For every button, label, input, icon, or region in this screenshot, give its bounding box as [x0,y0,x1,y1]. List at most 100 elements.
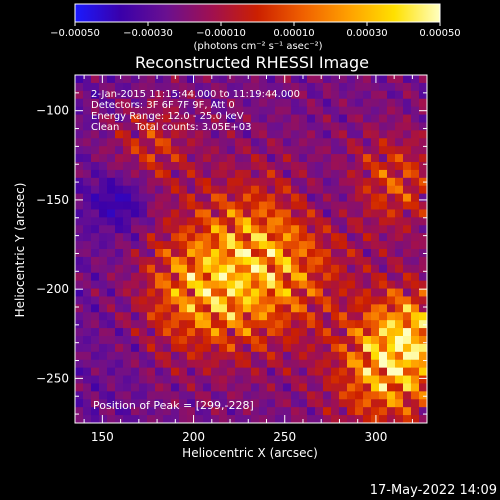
heatmap-cell [83,249,92,258]
heatmap-cell [323,407,332,416]
heatmap-cell [355,399,364,408]
heatmap-cell [299,320,308,329]
heatmap-cell [155,193,164,202]
heatmap-cell [243,75,252,84]
heatmap-cell [283,154,292,163]
heatmap-cell [155,367,164,376]
heatmap-cell [179,383,188,392]
heatmap-cell [203,154,212,163]
heatmap-cell [315,225,324,234]
heatmap-cell [379,367,388,376]
heatmap-cell [91,328,100,337]
heatmap-cell [307,351,316,361]
heatmap-cell [419,98,428,108]
heatmap-cell [251,367,260,376]
heatmap-cell [251,296,260,305]
heatmap-cell [83,328,92,337]
heatmap-cell [163,367,172,376]
heatmap-cell [219,367,228,376]
heatmap-cell [155,241,164,250]
heatmap-cell [147,185,156,195]
heatmap-cell [331,241,340,250]
heatmap-cell [395,122,404,131]
heatmap-cell [123,312,132,321]
heatmap-cell [355,185,364,195]
heatmap-cell [187,375,196,384]
heatmap-cell [347,304,356,313]
heatmap-cell [195,130,204,139]
heatmap-cell [187,288,196,297]
heatmap-cell [363,241,372,250]
heatmap-cell [171,185,180,195]
heatmap-cell [155,328,164,337]
heatmap-cell [179,201,188,210]
heatmap-cell [211,312,220,321]
heatmap-cell [419,256,428,266]
heatmap-cell [203,391,212,400]
heatmap-cell [171,98,180,108]
heatmap-cell [419,304,428,313]
heatmap-cell [171,328,180,337]
heatmap-cell [195,288,204,297]
heatmap-cell [147,264,156,274]
heatmap-cell [131,288,140,297]
heatmap-cell [259,391,268,400]
heatmap-cell [307,90,316,100]
heatmap-cell [403,154,412,163]
heatmap-cell [243,375,252,384]
heatmap-cell [419,162,428,171]
heatmap-cell [283,391,292,400]
heatmap-cell [371,122,380,131]
heatmap-cell [171,130,180,139]
heatmap-cell [187,114,196,123]
heatmap-cell [171,241,180,250]
heatmap-cell [347,280,356,289]
heatmap-cell [179,407,188,416]
heatmap-cell [259,193,268,202]
heatmap-cell [411,359,420,369]
heatmap-cell [179,391,188,400]
heatmap-cell [323,280,332,289]
heatmap-cell [115,90,124,100]
heatmap-cell [235,375,244,384]
heatmap-cell [243,154,252,163]
heatmap-cell [131,233,140,242]
heatmap-cell [347,98,356,108]
heatmap-cell [315,82,324,92]
heatmap-cell [243,249,252,258]
heatmap-cell [115,296,124,305]
heatmap-cell [379,336,388,345]
heatmap-cell [75,304,84,313]
heatmap-cell [315,272,324,282]
heatmap-cell [363,272,372,282]
heatmap-cell [107,114,116,123]
heatmap-cell [195,280,204,289]
heatmap-cell [99,415,108,424]
heatmap-cell [211,415,220,424]
heatmap-cell [83,106,92,115]
heatmap-cell [307,288,316,297]
heatmap-cell [139,217,148,226]
heatmap-cell [171,193,180,202]
heatmap-cell [411,154,420,163]
heatmap-cell [355,304,364,313]
heatmap-cell [371,336,380,345]
heatmap-cell [331,367,340,376]
heatmap-cell [219,328,228,337]
heatmap-cell [411,217,420,226]
heatmap-cell [339,391,348,400]
heatmap-cell [275,256,284,266]
heatmap-cell [187,241,196,250]
heatmap-cell [91,264,100,274]
heatmap-cell [275,320,284,329]
heatmap-cell [179,233,188,242]
heatmap-cell [147,241,156,250]
heatmap-cell [315,154,324,163]
x-tick-label: 300 [364,430,387,444]
heatmap-cell [395,328,404,337]
heatmap-cell [395,106,404,115]
heatmap-cell [243,288,252,297]
heatmap-cell [251,114,260,123]
heatmap-cell [283,336,292,345]
heatmap-cell [203,343,212,353]
